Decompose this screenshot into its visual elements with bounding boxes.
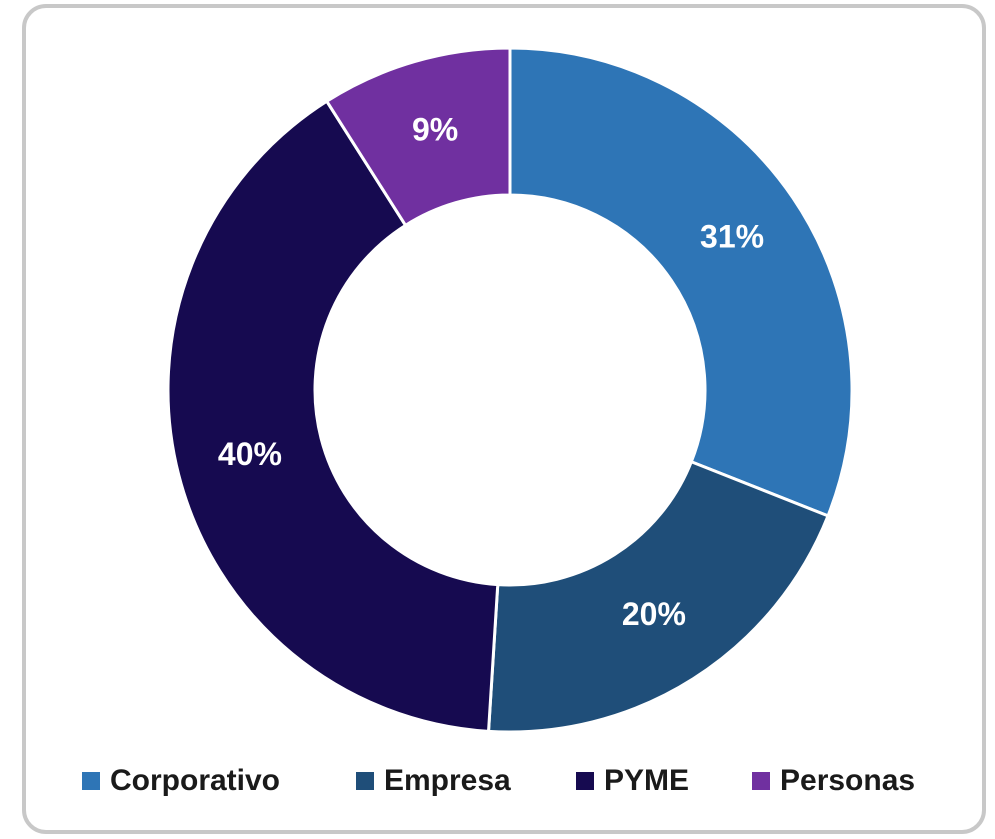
donut-slice [166,99,500,733]
donut-slice [508,46,854,518]
data-label: 31% [700,219,764,255]
legend-label: Corporativo [110,764,280,797]
data-label: 40% [218,436,282,472]
legend-swatch [752,772,770,790]
donut-slice [486,459,830,734]
legend-swatch [576,772,594,790]
legend-label: PYME [604,764,689,797]
donut-slice [324,46,512,228]
data-labels: 31% 20% 40% 9% [218,112,764,633]
legend-label: Empresa [384,764,511,797]
data-label: 20% [622,596,686,632]
data-label: 9% [412,112,458,148]
legend-swatch [356,772,374,790]
donut [166,46,854,734]
legend: Corporativo Empresa PYME Personas [82,764,915,797]
legend-swatch [82,772,100,790]
legend-label: Personas [780,764,915,797]
